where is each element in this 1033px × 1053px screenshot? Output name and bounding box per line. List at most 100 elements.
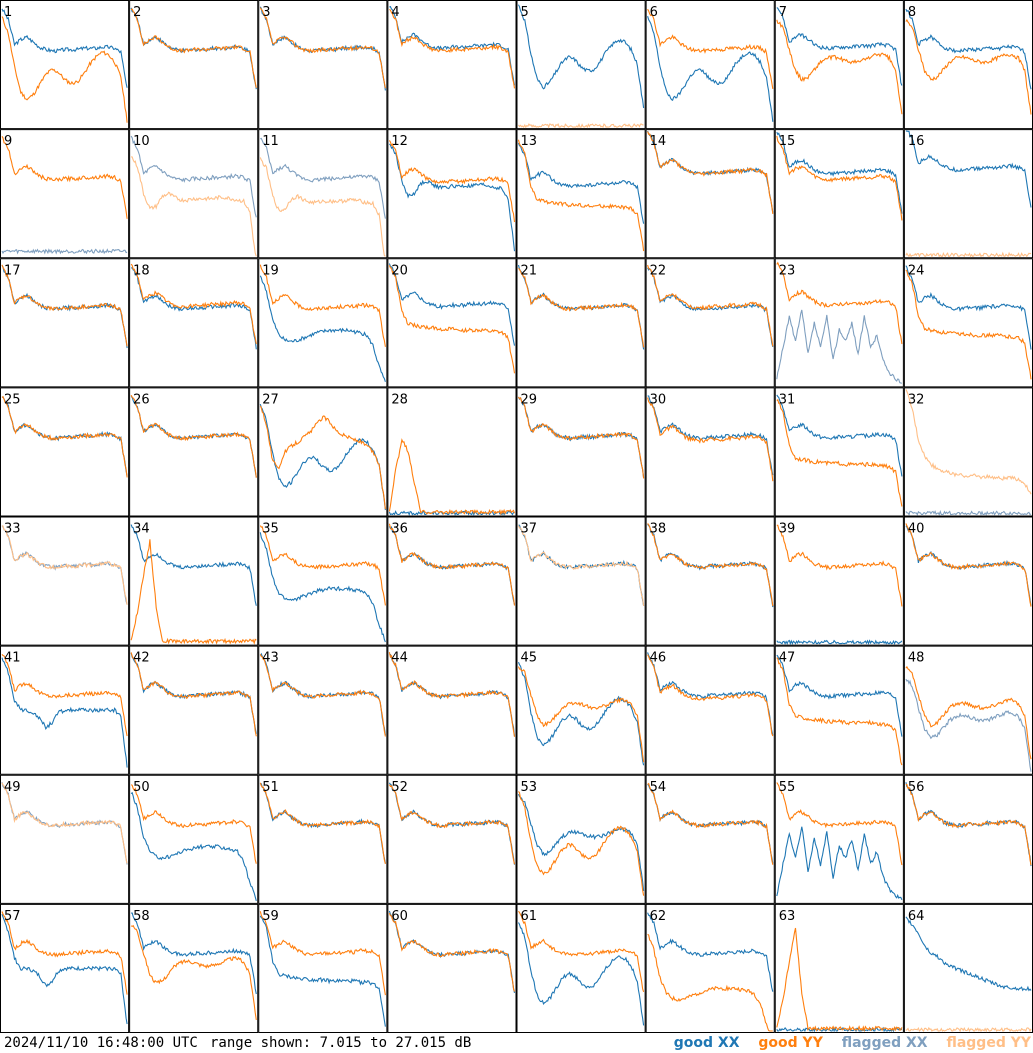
series-yy-line: [905, 783, 1032, 866]
panel-label: 58: [133, 909, 150, 924]
series-xx-line: [518, 922, 645, 1026]
series-xx-line: [130, 791, 257, 902]
panel-label: 38: [650, 522, 667, 537]
panel-label: 53: [521, 780, 538, 795]
series-xx-line: [1, 914, 128, 1025]
series-yy-line: [647, 264, 774, 347]
panel-14: 14: [645, 129, 775, 259]
series-yy-line: [647, 8, 774, 89]
panel-label: 10: [133, 134, 150, 149]
panel-5: 5: [516, 0, 646, 130]
panel-26: 26: [129, 387, 259, 517]
panel-6: 6: [645, 0, 775, 130]
panel-54: 54: [645, 774, 775, 904]
panel-52: 52: [387, 774, 517, 904]
panel-46: 46: [645, 645, 775, 775]
panel-frame: [516, 774, 646, 904]
panel-frame: [645, 0, 775, 130]
panel-17: 17: [0, 258, 130, 388]
panel-label: 62: [650, 909, 667, 924]
panel-label: 43: [262, 651, 279, 666]
panel-16: 16: [903, 129, 1033, 259]
series-xx-line: [905, 678, 1032, 772]
panel-label: 46: [650, 651, 667, 666]
panel-34: 34: [129, 516, 259, 646]
legend: good XX good YY flagged XX flagged YY: [660, 1033, 1031, 1053]
series-yy-line: [905, 523, 1032, 607]
panel-13: 13: [516, 129, 646, 259]
panel-29: 29: [516, 387, 646, 517]
panel-label: 61: [521, 909, 538, 924]
series-yy-line: [776, 657, 903, 766]
panel-60: 60: [387, 903, 517, 1033]
series-yy-line: [776, 135, 903, 221]
series-yy-line: [259, 653, 386, 737]
panel-41: 41: [0, 645, 130, 775]
panel-frame: [387, 774, 517, 904]
series-yy-line: [1, 16, 128, 123]
panel-label: 27: [262, 392, 279, 407]
panel-frame: [903, 0, 1033, 130]
panel-frame: [774, 516, 904, 646]
panel-frame: [129, 387, 259, 517]
series-yy-line: [388, 652, 516, 737]
panel-24: 24: [903, 258, 1033, 388]
panel-label: 23: [779, 263, 796, 278]
series-yy-line: [130, 263, 257, 345]
panel-27: 27: [258, 387, 388, 517]
panel-frame: [645, 774, 775, 904]
panel-label: 31: [779, 392, 796, 407]
series-yy-line: [259, 911, 386, 996]
series-xx-line: [776, 309, 902, 384]
panel-label: 60: [391, 909, 408, 924]
series-xx-line: [647, 16, 774, 122]
series-xx-line: [517, 142, 645, 224]
panel-12: 12: [387, 129, 517, 259]
series-yy-line: [776, 927, 903, 1033]
panel-frame: [774, 0, 904, 130]
panel-frame: [258, 645, 388, 775]
panel-label: 18: [133, 263, 150, 278]
panel-label: 28: [391, 392, 408, 407]
panel-label: 11: [262, 134, 279, 149]
series-yy-line: [388, 438, 516, 516]
series-xx-line: [130, 135, 257, 218]
series-yy-line: [130, 652, 257, 737]
series-yy-line: [130, 784, 257, 864]
panel-label: 1: [4, 5, 12, 20]
series-xx-line: [1, 8, 128, 88]
panel-frame: [0, 129, 130, 259]
panel-frame: [387, 258, 517, 388]
panel-label: 44: [391, 651, 408, 666]
series-yy-line: [130, 539, 257, 645]
panel-frame: [258, 774, 388, 904]
panel-frame: [516, 0, 646, 130]
panel-frame: [774, 387, 904, 517]
panel-frame: [387, 903, 517, 1033]
panel-label: 6: [650, 5, 658, 20]
panel-label: 33: [4, 522, 21, 537]
panel-63: 63: [774, 903, 904, 1033]
series-xx-line: [259, 652, 386, 736]
panel-38: 38: [645, 516, 775, 646]
panel-1: 1: [0, 0, 130, 130]
series-yy-line: [1, 653, 128, 737]
series-xx-line: [776, 131, 903, 214]
panel-label: 49: [4, 780, 21, 795]
panel-frame: [645, 903, 775, 1033]
series-yy-line: [130, 924, 257, 1020]
panel-frame: [387, 516, 517, 646]
panel-15: 15: [774, 129, 904, 259]
series-yy-line: [388, 912, 516, 992]
panel-label: 14: [650, 134, 667, 149]
series-yy-line: [131, 156, 257, 257]
panel-frame: [903, 774, 1033, 904]
series-yy-line: [647, 131, 774, 214]
panel-frame: [129, 258, 259, 388]
series-yy-line: [647, 782, 774, 865]
series-xx-line: [647, 523, 774, 608]
series-yy-line: [905, 251, 1032, 258]
panel-37: 37: [516, 516, 646, 646]
series-xx-line: [259, 532, 386, 643]
series-xx-line: [905, 8, 1032, 90]
